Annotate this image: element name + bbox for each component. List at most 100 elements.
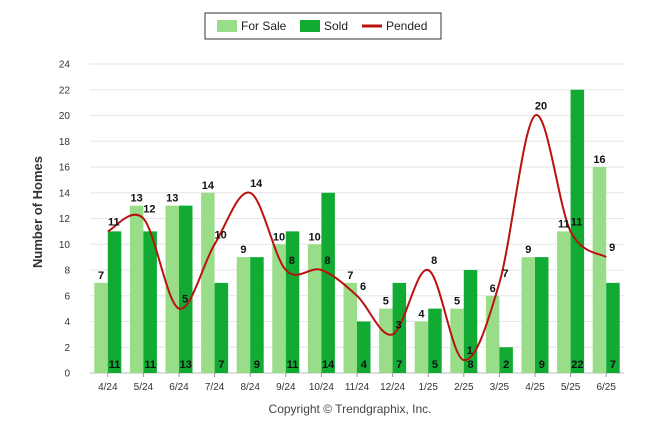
pended-value-label: 11 <box>571 216 583 228</box>
for-sale-value-label: 13 <box>131 193 143 205</box>
bar-for-sale <box>414 321 429 373</box>
pended-value-label: 8 <box>289 255 295 267</box>
x-tick-label: 10/24 <box>309 382 334 393</box>
pended-line <box>107 114 607 362</box>
bar-sold <box>250 257 264 373</box>
sold-value-label: 11 <box>109 359 121 371</box>
legend-pended-label[interactable]: Pended <box>386 19 427 33</box>
bar-for-sale <box>557 231 571 373</box>
bar-for-sale <box>521 257 535 373</box>
x-tick-label: 12/24 <box>380 382 405 393</box>
bar-sold <box>321 192 335 373</box>
for-sale-value-label: 14 <box>202 180 215 192</box>
x-tick-label: 1/25 <box>418 382 438 393</box>
for-sale-value-label: 13 <box>166 193 178 205</box>
bar-for-sale <box>236 257 251 373</box>
sold-value-label: 14 <box>322 359 335 371</box>
bar-sold <box>463 270 478 373</box>
pended-value-label: 10 <box>214 229 226 241</box>
pended-value-label: 1 <box>467 345 473 357</box>
for-sale-value-label: 7 <box>98 270 104 282</box>
x-tick-label: 6/25 <box>596 382 616 393</box>
y-tick-label: 22 <box>59 85 71 96</box>
for-sale-value-label: 4 <box>418 309 425 321</box>
bar-sold <box>214 282 229 373</box>
bar-sold <box>570 89 585 373</box>
pended-value-label: 7 <box>502 268 508 280</box>
bar-for-sale <box>272 244 286 373</box>
pended-value-label: 14 <box>250 178 263 190</box>
sold-value-label: 11 <box>287 359 299 371</box>
for-sale-value-label: 6 <box>490 283 496 295</box>
sold-value-label: 22 <box>571 359 583 371</box>
bar-sold <box>499 347 513 373</box>
for-sale-value-label: 10 <box>309 231 321 243</box>
bar-sold <box>535 257 549 373</box>
bar-sold <box>606 282 620 373</box>
y-tick-label: 0 <box>64 369 70 380</box>
x-tick-label: 3/25 <box>490 382 510 393</box>
x-tick-label: 11/24 <box>345 382 370 393</box>
y-tick-label: 16 <box>59 163 71 174</box>
x-tick-label: 9/24 <box>276 382 296 393</box>
for-sale-value-label: 5 <box>454 296 460 308</box>
bar-sold <box>179 205 193 373</box>
x-tick-label: 5/24 <box>134 382 154 393</box>
bar-for-sale <box>307 244 322 373</box>
legend-for-sale-swatch <box>217 20 237 32</box>
y-tick-label: 2 <box>64 343 70 354</box>
pended-value-label: 5 <box>182 294 188 306</box>
y-tick-label: 12 <box>59 214 71 225</box>
sold-value-label: 4 <box>361 359 368 371</box>
for-sale-value-label: 5 <box>383 296 389 308</box>
bar-for-sale <box>592 167 607 373</box>
y-tick-label: 4 <box>64 317 70 328</box>
bar-sold <box>428 308 442 373</box>
sold-value-label: 9 <box>539 359 545 371</box>
pended-value-label: 8 <box>431 255 437 267</box>
y-tick-label: 14 <box>59 188 71 199</box>
y-axis-title: Number of Homes <box>30 156 45 268</box>
y-tick-label: 24 <box>59 60 71 71</box>
x-tick-label: 4/24 <box>98 382 118 393</box>
for-sale-value-label: 11 <box>558 218 570 230</box>
x-tick-label: 5/25 <box>561 382 581 393</box>
sold-value-label: 7 <box>218 359 224 371</box>
bar-sold <box>285 231 300 373</box>
legend-sold-label[interactable]: Sold <box>324 19 348 33</box>
for-sale-value-label: 9 <box>525 244 531 256</box>
sold-value-label: 7 <box>610 359 616 371</box>
bar-for-sale <box>165 205 179 373</box>
sold-value-label: 11 <box>144 359 156 371</box>
pended-value-label: 6 <box>360 281 366 293</box>
bar-for-sale <box>343 282 357 373</box>
for-sale-value-label: 10 <box>273 231 285 243</box>
y-tick-label: 8 <box>64 266 70 277</box>
bar-sold <box>357 321 371 373</box>
pended-value-label: 20 <box>535 101 547 113</box>
x-axis-ticks: 4/24 5/24 6/24 7/24 8/24 9/24 10/24 11/24 12/24 1… <box>98 373 616 393</box>
bars <box>94 89 620 373</box>
bar-sold <box>107 231 122 373</box>
for-sale-value-label: 16 <box>593 154 605 166</box>
y-tick-label: 6 <box>64 291 70 302</box>
x-tick-label: 4/25 <box>525 382 545 393</box>
sold-value-label: 13 <box>180 359 192 371</box>
x-tick-label: 6/24 <box>169 382 189 393</box>
bar-for-sale <box>201 192 215 373</box>
y-tick-label: 20 <box>59 111 71 122</box>
x-tick-label: 7/24 <box>205 382 225 393</box>
for-sale-value-label: 9 <box>240 244 246 256</box>
y-tick-label: 10 <box>59 240 71 251</box>
legend-box <box>204 12 442 40</box>
sold-value-label: 7 <box>396 359 402 371</box>
pended-value-label: 3 <box>396 319 402 331</box>
bar-for-sale <box>94 282 108 373</box>
legend-for-sale-label[interactable]: For Sale <box>241 19 287 33</box>
sold-value-label: 5 <box>432 359 438 371</box>
data-labels: 7111311131314799101110147457455862991122… <box>98 101 616 372</box>
y-tick-label: 18 <box>59 137 71 148</box>
legend: For Sale Sold Pended <box>204 12 442 40</box>
sold-value-label: 9 <box>254 359 260 371</box>
